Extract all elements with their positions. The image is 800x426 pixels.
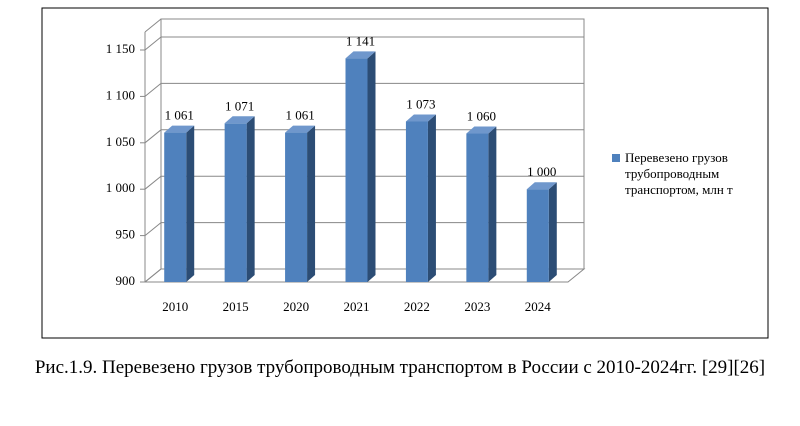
bar (164, 132, 187, 282)
value-label: 1 061 (285, 108, 314, 123)
bar (405, 121, 428, 283)
bar-top (345, 51, 376, 59)
grid-line (144, 129, 584, 144)
grid-line (144, 175, 584, 190)
bar-side (186, 125, 195, 282)
legend-swatch (612, 154, 620, 162)
bar-top (405, 114, 436, 122)
x-tick-label: 2015 (223, 299, 249, 314)
value-label: 1 000 (527, 164, 556, 179)
bar-top (526, 182, 557, 190)
bar-side (367, 51, 376, 282)
value-label: 1 073 (406, 96, 435, 111)
legend-label: Перевезено грузов трубопроводным транспо… (625, 150, 733, 197)
value-label: 1 061 (165, 108, 194, 123)
x-tick-label: 2022 (404, 299, 430, 314)
bar-top (224, 116, 255, 124)
y-tick-label: 1 100 (106, 87, 135, 102)
bar-side (488, 126, 497, 283)
bar (285, 132, 308, 282)
y-tick-label: 1 000 (106, 180, 135, 195)
value-label: 1 060 (467, 109, 496, 124)
x-tick-label: 2021 (344, 299, 370, 314)
x-tick-label: 2023 (464, 299, 490, 314)
x-tick-label: 2010 (162, 299, 188, 314)
legend: Перевезено грузов трубопроводным транспо… (612, 150, 762, 198)
value-label: 1 141 (346, 33, 375, 48)
grid-line (144, 82, 584, 97)
y-tick-label: 1 150 (106, 41, 135, 56)
x-tick-label: 2024 (525, 299, 552, 314)
grid-line (144, 268, 584, 283)
bar (224, 123, 247, 282)
bar-side (246, 116, 255, 282)
y-axis-depth (144, 18, 162, 33)
value-label: 1 071 (225, 98, 254, 113)
y-tick-label: 900 (116, 273, 136, 288)
y-tick-label: 950 (116, 227, 136, 242)
bar-top (466, 126, 497, 134)
chart-frame (41, 7, 769, 339)
grid-line (144, 222, 584, 236)
grid-line (144, 36, 584, 51)
bar-side (307, 125, 316, 282)
x-tick-label: 2020 (283, 299, 309, 314)
bar-top (285, 125, 316, 133)
bar (466, 133, 489, 282)
bar (526, 189, 549, 282)
bar-side (427, 114, 436, 283)
bar-side (548, 182, 557, 282)
bar-top (164, 125, 195, 133)
y-tick-label: 1 050 (106, 134, 135, 149)
caption: Рис.1.9. Перевезено грузов трубопроводны… (34, 357, 766, 378)
bar (345, 58, 368, 282)
